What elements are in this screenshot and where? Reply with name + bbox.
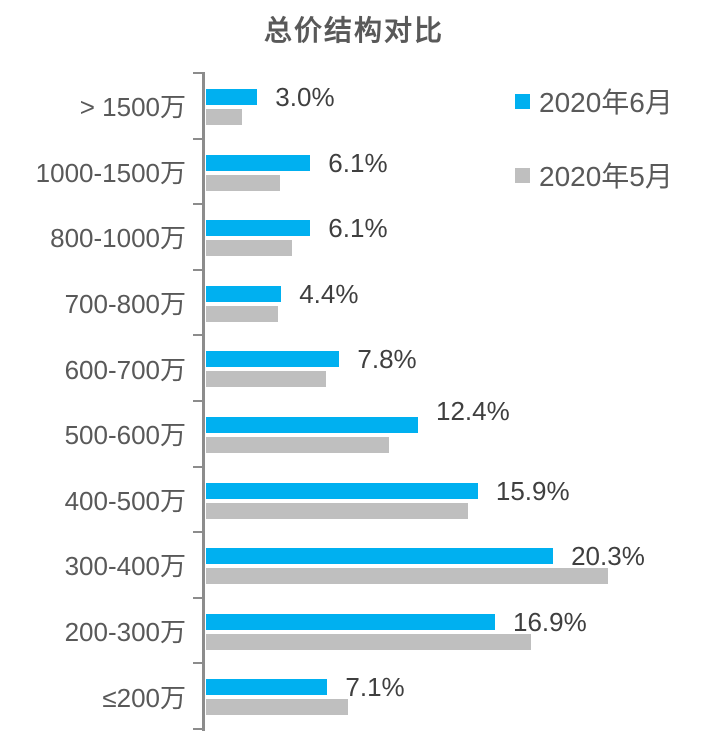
category-axis-line <box>202 72 205 731</box>
axis-tick <box>193 72 202 74</box>
bar-group: ≤200万 7.1% <box>0 663 708 729</box>
bar-group: 400-500万 15.9% <box>0 467 708 533</box>
bar-june-2020 <box>206 679 328 696</box>
bar-june-2020 <box>206 416 418 433</box>
legend-swatch-icon <box>515 167 530 183</box>
bar-rows: > 1500万 3.0% 1000-1500万 6.1% 800-1000万 6… <box>0 73 708 729</box>
axis-tick <box>193 137 202 140</box>
category-label: 600-700万 <box>64 354 186 385</box>
bar-group: 300-400万 20.3% <box>0 532 708 598</box>
bar-may-2020 <box>206 371 326 388</box>
axis-tick <box>193 662 202 665</box>
category-label: 300-400万 <box>64 551 186 582</box>
bar-may-2020 <box>206 305 278 322</box>
category-label: 1000-1500万 <box>35 157 186 188</box>
legend-item-may-2020: 2020年5月 <box>515 160 673 192</box>
bar-group: 500-600万 12.4% <box>0 395 708 467</box>
data-label: 7.1% <box>345 672 405 703</box>
bar-may-2020 <box>206 502 468 519</box>
axis-tick <box>193 268 202 271</box>
bar-june-2020 <box>206 89 258 105</box>
category-label: 800-1000万 <box>50 223 186 254</box>
bar-may-2020 <box>206 109 242 125</box>
category-label: 500-600万 <box>64 420 186 451</box>
category-label: > 1500万 <box>79 92 186 123</box>
chart-title: 总价结构对比 <box>263 15 444 46</box>
data-label: 4.4% <box>299 278 359 309</box>
data-label: 6.1% <box>328 213 388 244</box>
data-label: 20.3% <box>571 541 645 572</box>
bar-june-2020 <box>206 220 311 237</box>
axis-ticks <box>193 72 202 730</box>
bar-may-2020 <box>206 568 608 585</box>
bar-june-2020 <box>206 285 282 302</box>
axis-tick <box>193 400 202 402</box>
bar-june-2020 <box>206 613 495 630</box>
category-label: 400-500万 <box>64 485 186 516</box>
bar-june-2020 <box>206 482 478 499</box>
bar-may-2020 <box>206 174 280 191</box>
legend-item-june-2020: 2020年6月 <box>515 86 673 118</box>
data-label: 16.9% <box>513 606 587 637</box>
axis-tick <box>193 531 202 534</box>
bar-may-2020 <box>206 436 389 453</box>
axis-tick <box>193 728 202 730</box>
legend-swatch-icon <box>515 93 530 109</box>
data-label: 12.4% <box>436 395 510 426</box>
bar-group: 800-1000万 6.1% <box>0 204 708 270</box>
category-label: ≤200万 <box>102 682 186 713</box>
bar-group: 200-300万 16.9% <box>0 598 708 664</box>
data-label: 6.1% <box>328 147 388 178</box>
bar-may-2020 <box>206 240 292 257</box>
bar-june-2020 <box>206 351 340 368</box>
bar-group: 700-800万 4.4% <box>0 270 708 336</box>
bar-june-2020 <box>206 548 554 565</box>
bar-may-2020 <box>206 699 348 716</box>
data-label: 3.0% <box>275 82 335 112</box>
axis-tick <box>193 465 202 468</box>
bar-group: > 1500万 3.0% <box>0 73 708 139</box>
bar-june-2020 <box>206 154 311 171</box>
axis-tick <box>193 334 202 337</box>
data-label: 15.9% <box>495 475 570 506</box>
data-label: 7.8% <box>357 344 417 375</box>
category-label: 700-800万 <box>64 289 186 320</box>
bar-may-2020 <box>206 633 531 650</box>
plot-area: > 1500万 3.0% 1000-1500万 6.1% 800-1000万 6… <box>0 72 708 731</box>
bar-group: 1000-1500万 6.1% <box>0 139 708 205</box>
category-label: 200-300万 <box>64 617 186 648</box>
bar-group: 600-700万 7.8% <box>0 335 708 401</box>
legend: 2020年6月 2020年5月 <box>515 86 673 192</box>
legend-label: 2020年5月 <box>539 161 673 192</box>
legend-label: 2020年6月 <box>539 87 673 118</box>
axis-tick <box>193 203 202 206</box>
axis-tick <box>193 596 202 599</box>
